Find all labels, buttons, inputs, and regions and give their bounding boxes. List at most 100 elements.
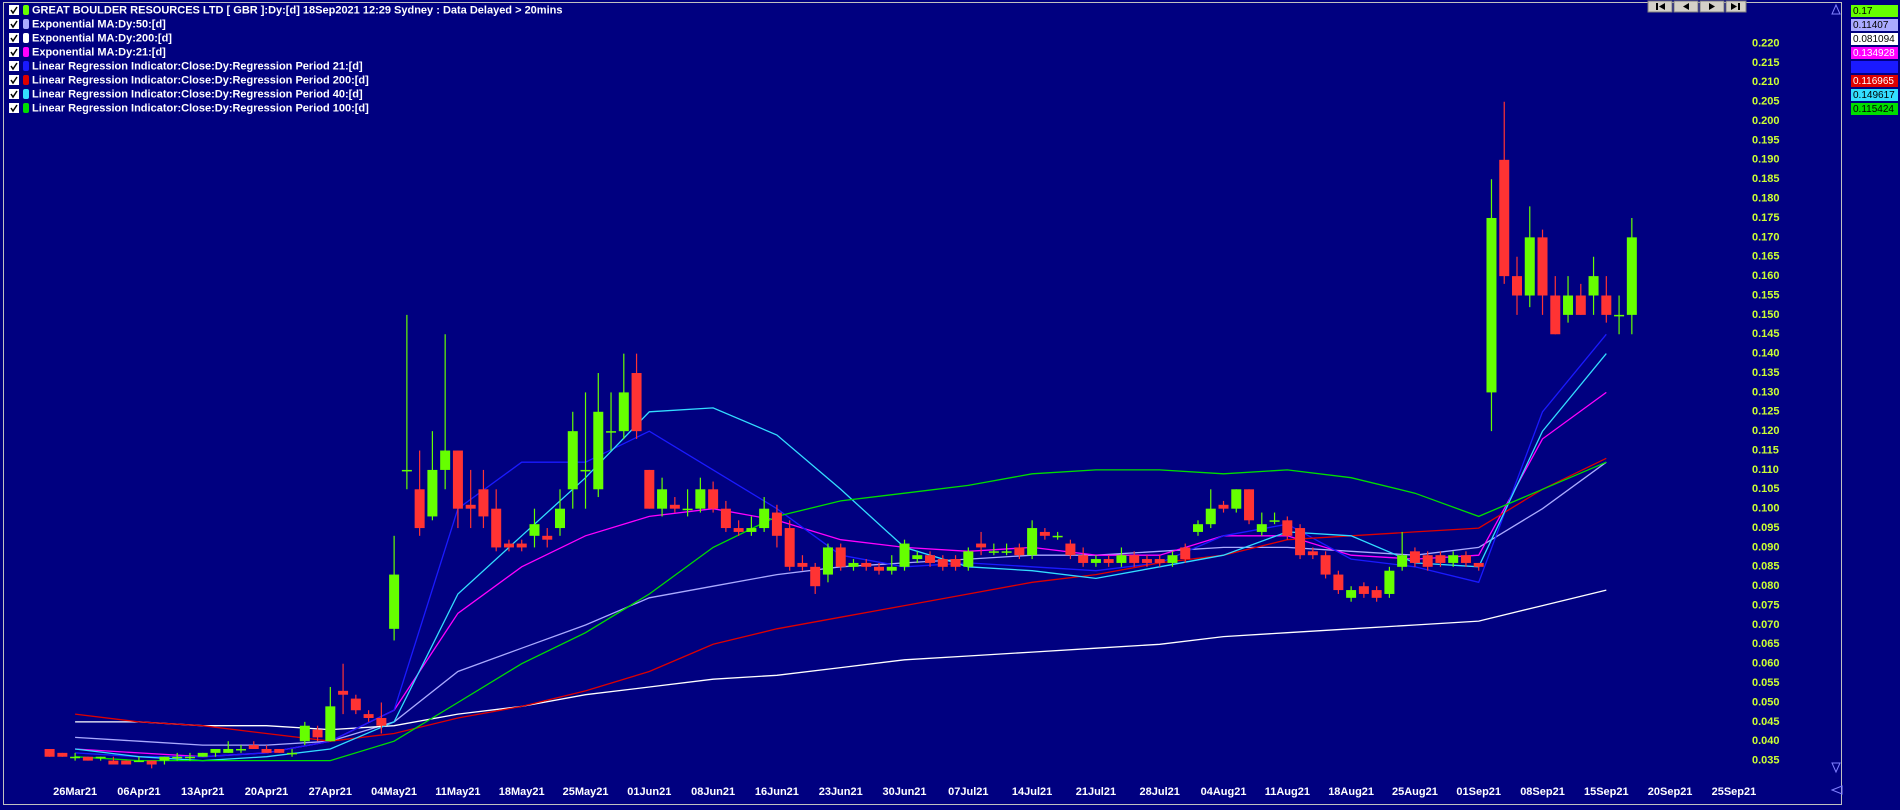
- candle-body: [287, 752, 298, 755]
- x-tick-label: 18Aug21: [1328, 786, 1374, 798]
- nav-next-icon: [1709, 3, 1715, 10]
- nav-first-icon: [1659, 3, 1665, 10]
- candle-body: [1512, 276, 1522, 296]
- y-tick-label: 0.055: [1752, 677, 1780, 689]
- candle-body: [1269, 520, 1280, 522]
- legend-swatch: [23, 33, 29, 43]
- candle-body: [1193, 524, 1203, 532]
- candle-body: [1078, 555, 1089, 563]
- checkmark: [10, 34, 18, 43]
- y-tick-label: 0.120: [1752, 425, 1780, 437]
- checkmark: [10, 48, 18, 57]
- candle-body: [1014, 547, 1025, 556]
- candle-body: [427, 469, 438, 517]
- candle-body: [184, 756, 195, 759]
- candle-body: [555, 508, 565, 529]
- legend-label: Linear Regression Indicator:Close:Dy:Reg…: [32, 88, 363, 100]
- y-tick-label: 0.105: [1752, 483, 1780, 495]
- candle-body: [874, 566, 884, 571]
- candle-body: [746, 528, 757, 532]
- x-tick-label: 08Jun21: [691, 786, 735, 798]
- x-tick-label: 25May21: [563, 786, 609, 798]
- scroll-up[interactable]: [1831, 3, 1841, 15]
- candle-body: [261, 748, 272, 753]
- x-tick-label: 14Jul21: [1012, 786, 1052, 798]
- candle-body: [516, 543, 527, 548]
- candle-body: [44, 748, 55, 757]
- x-tick-label: 01Jun21: [627, 786, 671, 798]
- candle-body: [848, 562, 859, 567]
- candle-body: [593, 411, 604, 490]
- legend-checkbox[interactable]: [9, 33, 19, 43]
- nav-prev-icon: [1683, 3, 1689, 10]
- value-box: [1851, 5, 1898, 17]
- x-tick-label: 28Jul21: [1140, 786, 1180, 798]
- value-box: [1851, 75, 1898, 87]
- candle-body: [1384, 570, 1395, 594]
- legend-checkbox[interactable]: [9, 47, 19, 57]
- legend-checkbox[interactable]: [9, 19, 19, 29]
- candle-body: [1154, 559, 1165, 563]
- x-tick-label: 06Apr21: [117, 786, 160, 798]
- x-tick-label: 07Jul21: [948, 786, 988, 798]
- y-tick-label: 0.140: [1752, 348, 1780, 360]
- legend-checkbox[interactable]: [9, 75, 19, 85]
- x-tick-label: 11May21: [435, 786, 480, 798]
- x-tick-label: 21Jul21: [1076, 786, 1116, 798]
- x-tick-label: 30Jun21: [883, 786, 927, 798]
- legend-label: Linear Regression Indicator:Close:Dy:Reg…: [32, 60, 363, 72]
- candle-body: [1524, 237, 1535, 296]
- candle-body: [491, 508, 502, 548]
- legend-checkbox[interactable]: [9, 89, 19, 99]
- value-box: [1851, 89, 1898, 101]
- y-tick-label: 0.090: [1752, 541, 1780, 553]
- x-tick-label: 26Mar21: [53, 786, 97, 798]
- candle-body: [1218, 504, 1229, 509]
- x-tick-label: 11Aug21: [1265, 786, 1310, 798]
- candle-body: [912, 555, 923, 560]
- value-box: [1851, 19, 1898, 31]
- candle-body: [810, 566, 821, 587]
- y-tick-label: 0.045: [1752, 716, 1780, 728]
- y-tick-label: 0.035: [1752, 755, 1780, 767]
- candle-body: [567, 431, 578, 490]
- value-box-label: 0.116965: [1853, 76, 1894, 87]
- y-tick-label: 0.160: [1752, 270, 1780, 282]
- candle-body: [644, 469, 655, 509]
- candle-body: [70, 756, 81, 759]
- x-tick-label: 25Aug21: [1392, 786, 1438, 798]
- candle-body: [988, 551, 999, 553]
- legend-checkbox[interactable]: [9, 61, 19, 71]
- scroll-left[interactable]: [1830, 785, 1843, 795]
- candle-body: [720, 508, 731, 529]
- legend-swatch: [23, 47, 29, 57]
- candle-body: [618, 392, 629, 432]
- candle-body: [1422, 555, 1433, 567]
- candle-body: [1282, 520, 1293, 536]
- candle-body: [1103, 559, 1114, 563]
- candle-body: [1320, 555, 1331, 575]
- candle-body: [223, 748, 234, 753]
- checkmark: [10, 90, 18, 99]
- candle-body: [708, 489, 719, 509]
- nav-buttons[interactable]: [1647, 0, 1747, 13]
- candle-body: [1307, 551, 1318, 556]
- candle-body: [325, 706, 336, 742]
- y-tick-label: 0.075: [1752, 599, 1780, 611]
- value-box-label: 0.081094: [1853, 34, 1895, 45]
- y-tick-label: 0.050: [1752, 696, 1780, 708]
- candle-body: [82, 756, 93, 761]
- candle-body: [363, 714, 374, 718]
- candle-body: [580, 469, 591, 472]
- legend-checkbox[interactable]: [9, 103, 19, 113]
- y-tick-label: 0.150: [1752, 309, 1780, 321]
- plot-frame: [3, 2, 1842, 805]
- checkmark: [10, 20, 18, 29]
- candle-body: [389, 574, 400, 629]
- legend-checkbox[interactable]: [9, 5, 19, 15]
- candle-body: [1090, 559, 1101, 563]
- candle-body: [771, 512, 782, 536]
- candle-body: [1588, 276, 1599, 296]
- scroll-down[interactable]: [1831, 762, 1841, 774]
